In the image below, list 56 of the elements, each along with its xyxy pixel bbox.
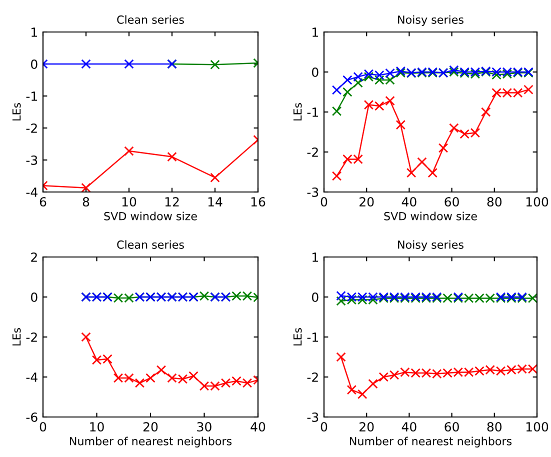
x-tick-label: 100 — [526, 197, 548, 207]
y-tick-label: -1 — [307, 108, 318, 117]
x-tick-label: 30 — [197, 422, 212, 432]
y-tick-label: -2 — [26, 332, 37, 342]
x-tick-label: 0 — [320, 197, 328, 207]
y-tick-label: -3 — [307, 412, 318, 422]
chart-title: Noisy series — [398, 240, 464, 251]
y-tick-label: 1 — [312, 252, 318, 262]
y-tick-label: -4 — [26, 372, 38, 382]
x-tick-label: 20 — [360, 422, 374, 432]
x-tick-label: 60 — [444, 197, 459, 207]
x-tick-label: 60 — [444, 422, 459, 432]
x-tick-label: 8 — [82, 197, 90, 207]
chart-title: Clean series — [117, 15, 184, 24]
x-tick-label: 6 — [40, 197, 46, 207]
x-tick-label: 12 — [165, 197, 179, 206]
y-tick-label: -1 — [307, 332, 318, 342]
x-tick-label: 80 — [487, 197, 502, 207]
x-tick-label: 100 — [526, 422, 548, 432]
x-axis-title: SVD window size — [384, 212, 477, 220]
x-tick-label: 20 — [360, 197, 374, 207]
y-tick-label: 0 — [31, 292, 38, 302]
y-axis-title: LEs — [12, 103, 21, 120]
y-tick-label: -1 — [26, 92, 37, 101]
x-tick-label: 10 — [122, 197, 136, 207]
chart-title: Clean series — [117, 240, 184, 249]
x-tick-label: 20 — [143, 422, 158, 432]
x-tick-label: 10 — [90, 422, 104, 432]
x-axis-title: SVD window size — [104, 212, 197, 220]
x-tick-label: 0 — [320, 422, 328, 432]
x-axis-title: Number of nearest neighbors — [350, 436, 512, 448]
x-tick-label: 16 — [251, 197, 266, 207]
y-tick-label: 1 — [312, 28, 318, 37]
y-axis-title: LEs — [293, 328, 302, 346]
y-tick-label: -3 — [26, 155, 38, 165]
chart-title: Noisy series — [398, 15, 464, 26]
y-tick-label: 1 — [32, 28, 37, 37]
x-axis-title: Number of nearest neighbors — [70, 436, 232, 448]
y-tick-label: 2 — [31, 252, 37, 262]
y-tick-label: -3 — [307, 187, 318, 197]
y-tick-label: 0 — [312, 67, 318, 77]
y-tick-label: -2 — [307, 372, 318, 382]
x-tick-label: 14 — [208, 197, 222, 206]
y-tick-label: 0 — [312, 292, 318, 302]
x-tick-label: 40 — [250, 422, 266, 432]
x-tick-label: 80 — [487, 422, 502, 432]
y-axis-title: LEs — [293, 103, 302, 120]
x-tick-label: 40 — [402, 197, 416, 207]
y-tick-label: -6 — [26, 412, 38, 422]
y-tick-label: -2 — [307, 147, 318, 157]
y-tick-label: -2 — [26, 123, 37, 133]
x-tick-label: 40 — [402, 422, 416, 432]
y-tick-label: -4 — [26, 188, 38, 197]
y-axis-title: LEs — [12, 328, 21, 346]
y-tick-label: 0 — [31, 59, 38, 69]
x-tick-label: 0 — [40, 422, 46, 432]
